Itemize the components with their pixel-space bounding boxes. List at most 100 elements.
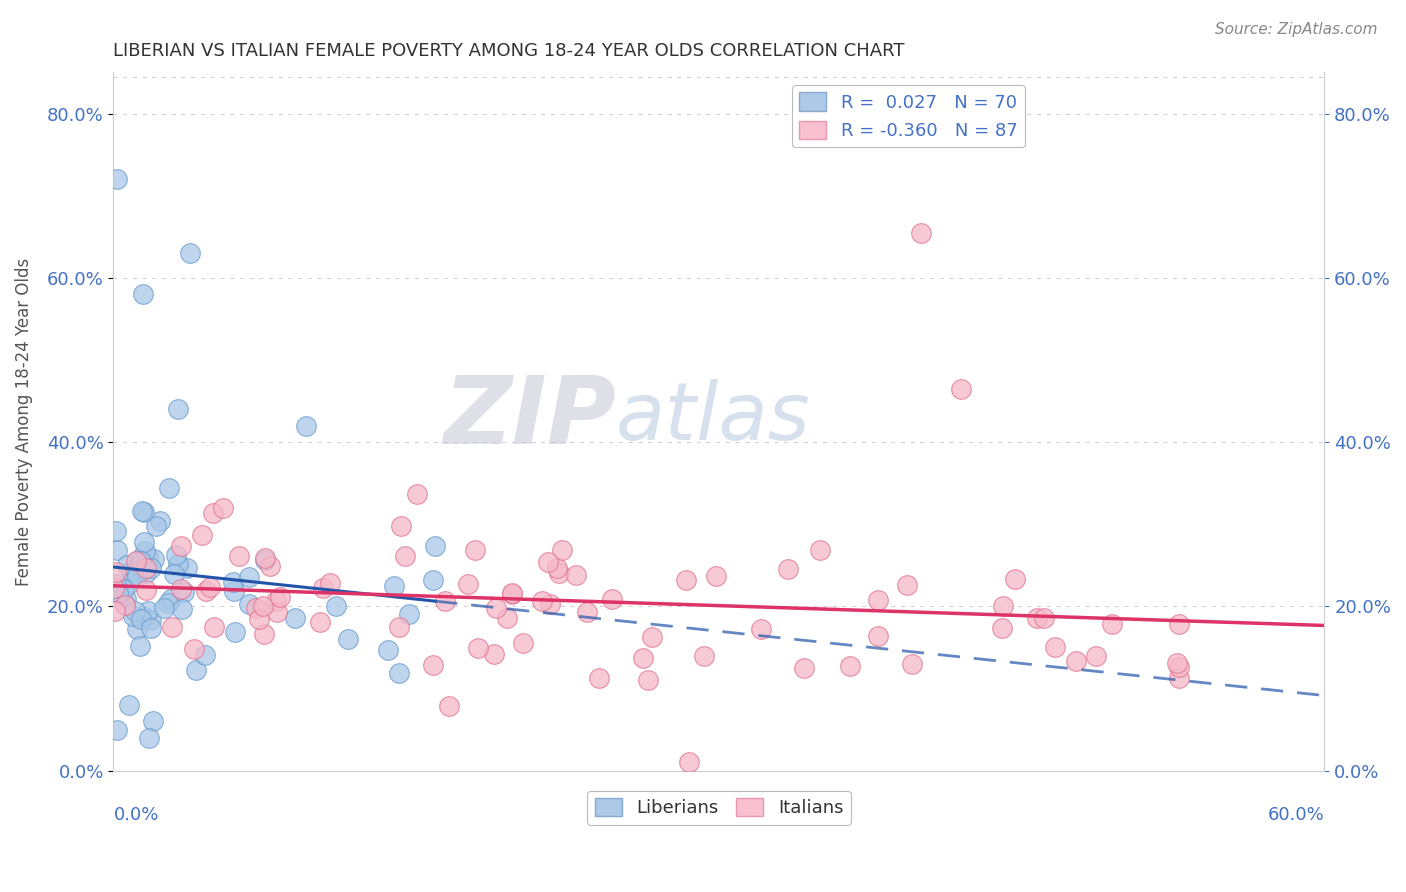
Point bbox=[165, 548, 187, 562]
Point bbox=[132, 505, 155, 519]
Point bbox=[512, 636, 534, 650]
Point bbox=[107, 586, 129, 600]
Point bbox=[1167, 659, 1189, 673]
Point bbox=[600, 591, 623, 606]
Point bbox=[176, 561, 198, 575]
Point bbox=[136, 604, 159, 618]
Point bbox=[166, 558, 188, 572]
Point bbox=[464, 543, 486, 558]
Point bbox=[422, 657, 444, 672]
Point bbox=[224, 624, 246, 639]
Point bbox=[107, 172, 129, 186]
Point bbox=[398, 607, 420, 621]
Point bbox=[312, 581, 335, 595]
Point bbox=[389, 519, 412, 533]
Point bbox=[1066, 654, 1088, 668]
Point bbox=[114, 598, 136, 612]
Point bbox=[704, 568, 727, 582]
Text: 0.0%: 0.0% bbox=[114, 805, 159, 823]
Point bbox=[422, 574, 444, 588]
Point bbox=[139, 614, 162, 628]
Point bbox=[309, 615, 332, 630]
Point bbox=[501, 586, 523, 600]
Text: LIBERIAN VS ITALIAN FEMALE POVERTY AMONG 18-24 YEAR OLDS CORRELATION CHART: LIBERIAN VS ITALIAN FEMALE POVERTY AMONG… bbox=[114, 42, 905, 60]
Legend: Liberians, Italians: Liberians, Italians bbox=[588, 790, 851, 824]
Point bbox=[131, 287, 153, 301]
Point bbox=[222, 574, 245, 589]
Point bbox=[394, 549, 416, 563]
Point bbox=[153, 600, 176, 615]
Point bbox=[530, 594, 553, 608]
Point bbox=[588, 671, 610, 685]
Point bbox=[190, 527, 212, 541]
Point bbox=[776, 562, 799, 576]
Point bbox=[550, 543, 572, 558]
Point bbox=[253, 550, 276, 565]
Point bbox=[678, 756, 700, 770]
Point bbox=[259, 559, 281, 574]
Point bbox=[184, 663, 207, 677]
Point bbox=[135, 566, 157, 580]
Point bbox=[382, 579, 405, 593]
Point bbox=[129, 612, 152, 626]
Point bbox=[139, 561, 162, 575]
Point bbox=[114, 591, 136, 606]
Point bbox=[537, 555, 560, 569]
Point bbox=[118, 575, 141, 590]
Point bbox=[1004, 572, 1026, 586]
Point bbox=[104, 524, 127, 539]
Point bbox=[1045, 640, 1067, 655]
Point bbox=[675, 573, 697, 587]
Point bbox=[839, 658, 862, 673]
Point bbox=[134, 543, 156, 558]
Point bbox=[548, 566, 571, 581]
Point bbox=[264, 594, 287, 608]
Point bbox=[1032, 611, 1054, 625]
Point bbox=[201, 506, 224, 520]
Point bbox=[377, 643, 399, 657]
Point bbox=[1026, 610, 1049, 624]
Point bbox=[224, 583, 246, 598]
Point bbox=[167, 402, 190, 417]
Point bbox=[901, 657, 924, 672]
Point bbox=[129, 554, 152, 568]
Point bbox=[125, 553, 148, 567]
Point bbox=[910, 226, 932, 240]
Point bbox=[125, 622, 148, 636]
Point bbox=[467, 640, 489, 655]
Point bbox=[160, 591, 183, 606]
Point bbox=[793, 661, 815, 675]
Point bbox=[183, 642, 205, 657]
Point bbox=[134, 535, 156, 549]
Text: 60.0%: 60.0% bbox=[1268, 805, 1324, 823]
Point bbox=[131, 504, 153, 518]
Point bbox=[950, 382, 973, 396]
Point bbox=[124, 604, 146, 618]
Point bbox=[170, 582, 193, 596]
Point bbox=[387, 665, 409, 680]
Point bbox=[546, 561, 568, 575]
Point bbox=[162, 566, 184, 581]
Point bbox=[142, 552, 165, 566]
Point bbox=[1166, 657, 1188, 671]
Point bbox=[433, 593, 456, 607]
Point bbox=[318, 576, 340, 591]
Point bbox=[138, 549, 160, 564]
Point bbox=[125, 566, 148, 580]
Point bbox=[114, 599, 136, 613]
Point bbox=[173, 585, 195, 599]
Point bbox=[405, 487, 427, 501]
Point bbox=[104, 565, 127, 579]
Point bbox=[896, 578, 918, 592]
Point bbox=[576, 606, 599, 620]
Point bbox=[253, 627, 276, 641]
Point bbox=[245, 601, 267, 615]
Point bbox=[866, 593, 889, 607]
Point bbox=[457, 577, 479, 591]
Point bbox=[112, 582, 135, 596]
Point bbox=[252, 599, 274, 613]
Point bbox=[751, 622, 773, 636]
Point bbox=[129, 639, 152, 653]
Point bbox=[1101, 617, 1123, 632]
Point bbox=[120, 564, 142, 578]
